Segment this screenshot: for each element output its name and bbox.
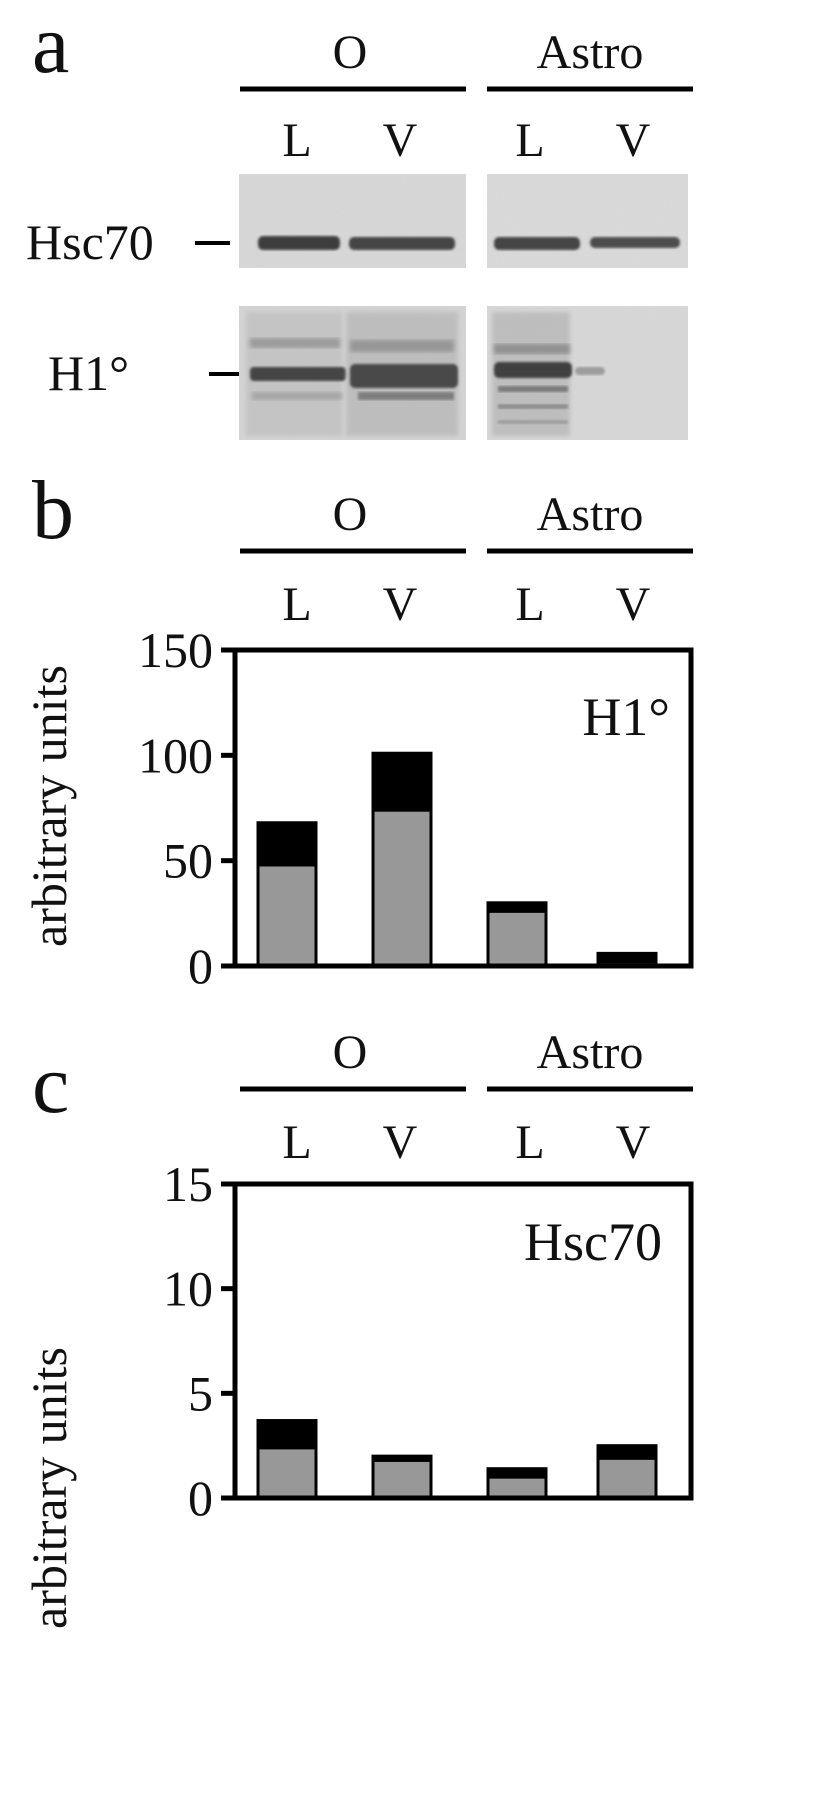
h1-plot-frame [232,647,694,969]
h1-band-astro-v [575,367,605,375]
hsc70-ytick-label: 5 [188,1365,213,1421]
panel-c: c O Astro L V L V arbitrary units Hsc70 … [21,1026,694,1629]
hsc70-bar-lower-4 [596,1456,658,1500]
panel-c-lane-label: V [616,1116,651,1169]
panel-a-group-label-astro: Astro [537,26,644,79]
hsc70-ytick-label: 15 [163,1156,213,1212]
h1-ytick-label: 0 [188,938,213,994]
h1-band-astro-l [494,362,572,378]
panel-c-letter: c [32,1038,69,1131]
hsc70-band-o-l [258,236,340,250]
h1-bar-upper-2 [371,751,433,812]
hsc70-bar-upper-3 [486,1467,548,1479]
panel-a-lane-label: L [282,114,311,167]
hsc70-chart-ylabel: arbitrary units [21,1347,77,1629]
hsc70-chart: arbitrary units Hsc70 0 5 10 15 [21,1156,694,1629]
hsc70-band-astro-v [590,237,680,248]
panel-b: b O Astro L V L V arbitrary units H1° 0 5… [21,464,694,994]
hsc70-bar-lower-2 [371,1458,433,1500]
blot-label-hsc70: Hsc70 [26,214,154,270]
panel-a-lane-label: V [383,114,418,167]
hsc70-bar-upper-2 [371,1454,433,1462]
h1-blot [239,306,688,440]
panel-a: a O Astro L V L V Hsc70 H1° [26,0,693,440]
h1-bar-lower-2 [371,808,433,968]
hsc70-bar-upper-1 [256,1419,318,1450]
hsc70-blot [239,174,688,268]
hsc70-bar-upper-4 [596,1444,658,1460]
panel-b-lane-label: V [383,578,418,631]
panel-a-letter: a [32,0,69,91]
h1-bar-upper-1 [256,821,318,867]
h1-ytick-label: 150 [138,622,213,678]
panel-a-group-label-o: O [333,26,368,79]
h1-bar-lower-1 [256,863,318,968]
hsc70-band-astro-l [494,237,580,250]
panel-c-group-label-astro: Astro [537,1026,644,1079]
panel-c-group-label-o: O [333,1026,368,1079]
h1-ytick-label: 100 [138,727,213,783]
h1-chart: arbitrary units H1° 0 50 100 150 [21,622,694,994]
panel-b-letter: b [32,464,74,557]
h1-bar-upper-3 [486,901,548,913]
hsc70-band-o-v [349,237,455,250]
panel-b-lane-label: L [282,578,311,631]
panel-b-lane-label: L [515,578,544,631]
hsc70-bar-lower-1 [256,1446,318,1500]
panel-c-lane-label: V [383,1116,418,1169]
panel-b-lane-label: V [616,578,651,631]
h1-band-o-l [250,367,346,381]
blot-label-h1: H1° [48,345,129,401]
panel-b-group-label-astro: Astro [537,488,644,541]
hsc70-chart-annotation: Hsc70 [524,1212,662,1272]
hsc70-plot-frame [232,1181,694,1501]
panel-a-lane-label: V [616,114,651,167]
panel-a-lane-label: L [515,114,544,167]
h1-ytick-label: 50 [163,833,213,889]
hsc70-ytick-label: 10 [163,1261,213,1317]
h1-bar-upper-4 [596,951,658,964]
h1-chart-ylabel: arbitrary units [21,665,77,947]
h1-bar-lower-3 [486,909,548,968]
h1-chart-annotation: H1° [582,687,670,747]
panel-c-lane-label: L [515,1116,544,1169]
panel-c-lane-label: L [282,1116,311,1169]
panel-b-group-label-o: O [333,488,368,541]
hsc70-ytick-label: 0 [188,1470,213,1526]
hsc70-bar-lower-3 [486,1475,548,1500]
h1-band-o-v [350,364,458,388]
